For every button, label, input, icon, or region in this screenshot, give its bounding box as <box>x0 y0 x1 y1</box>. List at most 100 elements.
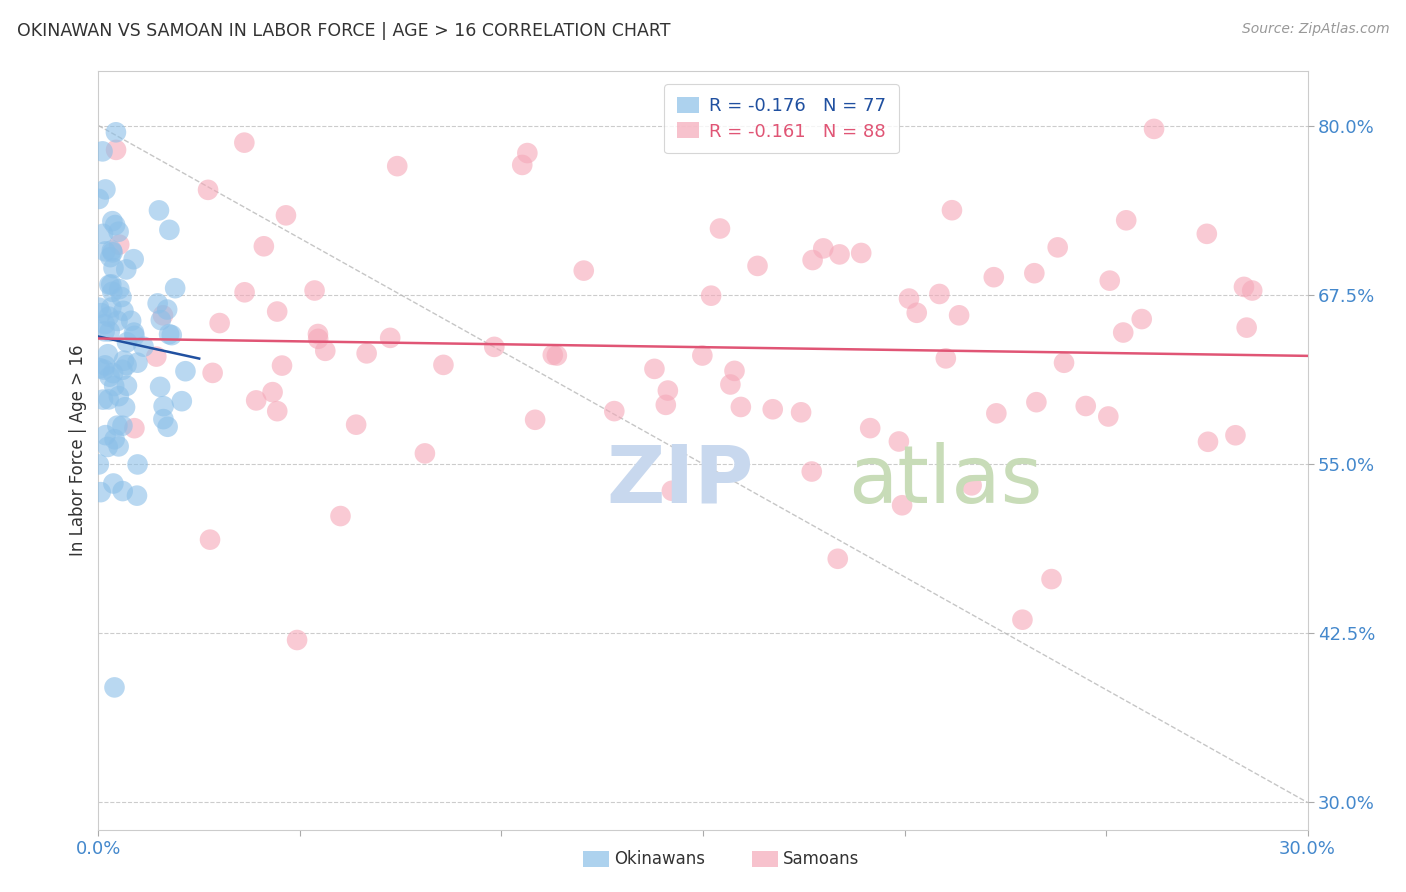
Point <box>103 476 125 491</box>
Text: ZIP: ZIP <box>606 442 754 520</box>
Point <box>245 393 267 408</box>
Text: Samoans: Samoans <box>783 850 859 868</box>
Point <box>762 402 785 417</box>
Point <box>108 237 131 252</box>
Point <box>90 306 112 320</box>
Point <box>87 301 110 315</box>
Point <box>432 358 454 372</box>
Point <box>730 400 752 414</box>
Point <box>90 485 112 500</box>
Point <box>986 406 1008 420</box>
Point <box>122 326 145 340</box>
Point <box>1025 395 1047 409</box>
Point <box>413 446 436 460</box>
Point <box>747 259 769 273</box>
Point <box>100 277 122 292</box>
Point <box>104 432 127 446</box>
Point <box>314 343 336 358</box>
Point <box>132 340 155 354</box>
Point <box>111 418 134 433</box>
Point <box>152 412 174 426</box>
Point <box>108 389 131 403</box>
Text: OKINAWAN VS SAMOAN IN LABOR FORCE | AGE > 16 CORRELATION CHART: OKINAWAN VS SAMOAN IN LABOR FORCE | AGE … <box>17 22 671 40</box>
Point <box>700 288 723 302</box>
Point <box>266 404 288 418</box>
Point <box>125 489 148 503</box>
Point <box>198 533 221 547</box>
Point <box>546 349 568 363</box>
Point <box>801 253 824 268</box>
Point <box>148 203 170 218</box>
Point <box>307 326 329 341</box>
Point <box>510 158 533 172</box>
Point <box>93 317 115 331</box>
Point <box>274 208 297 222</box>
Point <box>827 551 849 566</box>
Point <box>208 316 231 330</box>
Point <box>484 340 506 354</box>
Point <box>108 282 131 296</box>
Point <box>87 192 110 206</box>
Point <box>97 440 120 454</box>
Point <box>356 346 378 360</box>
Point <box>100 301 122 315</box>
Point <box>887 434 910 449</box>
Legend: R = -0.176   N = 77, R = -0.161   N = 88: R = -0.176 N = 77, R = -0.161 N = 88 <box>664 84 898 153</box>
Text: Okinawans: Okinawans <box>614 850 706 868</box>
Point <box>197 183 219 197</box>
Point <box>1098 274 1121 288</box>
Point <box>145 350 167 364</box>
Point <box>524 413 547 427</box>
Point <box>105 418 128 433</box>
Point <box>115 262 138 277</box>
Point <box>174 364 197 378</box>
Text: Source: ZipAtlas.com: Source: ZipAtlas.com <box>1241 22 1389 37</box>
Point <box>233 285 256 300</box>
Point <box>101 285 124 299</box>
Point <box>98 325 121 339</box>
Point <box>948 308 970 322</box>
Point <box>1233 280 1256 294</box>
Point <box>94 428 117 442</box>
Point <box>1197 434 1219 449</box>
Point <box>859 421 882 435</box>
Point <box>1195 227 1218 241</box>
Point <box>124 421 146 435</box>
Point <box>97 392 120 407</box>
Point <box>97 347 120 361</box>
Point <box>104 125 127 139</box>
Point <box>928 287 950 301</box>
Text: atlas: atlas <box>848 442 1042 520</box>
Point <box>1024 266 1046 280</box>
Point <box>127 356 149 370</box>
Point <box>98 277 121 292</box>
Point <box>152 308 174 322</box>
Point <box>1225 428 1247 442</box>
Point <box>91 392 114 407</box>
Point <box>661 483 683 498</box>
Point <box>541 348 564 362</box>
Point <box>110 290 132 304</box>
Point <box>87 458 110 472</box>
Point <box>935 351 957 366</box>
Point <box>655 398 678 412</box>
Point <box>112 353 135 368</box>
Point <box>98 369 121 384</box>
Point <box>1053 356 1076 370</box>
Point <box>851 246 873 260</box>
Point <box>160 328 183 343</box>
Point <box>124 329 146 343</box>
Point <box>105 143 128 157</box>
Point <box>1097 409 1119 424</box>
Point <box>1236 320 1258 334</box>
Point <box>93 324 115 338</box>
Point <box>380 331 402 345</box>
Point <box>170 394 193 409</box>
Point <box>572 263 595 277</box>
Point <box>115 358 138 372</box>
Point <box>103 681 125 695</box>
Point <box>120 314 142 328</box>
Point <box>1143 122 1166 136</box>
Point <box>156 302 179 317</box>
Point <box>329 509 352 524</box>
